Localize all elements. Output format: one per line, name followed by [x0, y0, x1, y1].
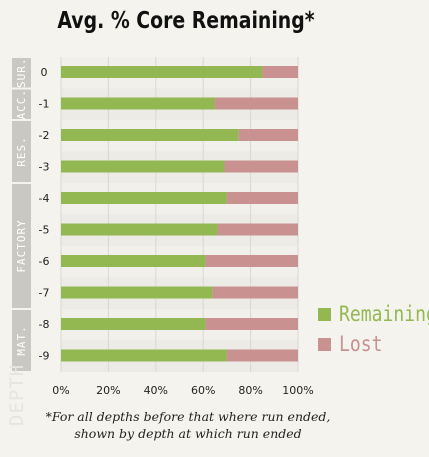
depth-section-label: SUR. [15, 58, 28, 89]
category-label: -3 [39, 161, 50, 174]
legend-item-lost: Lost [318, 332, 390, 356]
x-tick-label: 0% [52, 384, 69, 397]
footnote-line-2: shown by depth at which run ended [74, 426, 302, 441]
depth-section-box [12, 89, 31, 119]
category-label: -8 [39, 318, 50, 331]
x-tick-label: 60% [191, 384, 215, 397]
depth-section-box [12, 184, 31, 308]
bar-lost-depth--9 [226, 349, 298, 362]
bar-lost-depth--6 [205, 255, 298, 267]
x-axis-tick-labels: 0% 20% 40% 60% 80% 100% [52, 384, 313, 397]
y-axis-label: DEPTH [6, 364, 28, 426]
chart-title: Avg. % Core Remaining* [57, 8, 315, 34]
bar-lost-depth--5 [217, 223, 298, 236]
bar-lost-depth--1 [215, 97, 298, 110]
bar-lost-depth--7 [212, 286, 298, 299]
bar-lost-depth-0 [262, 66, 298, 78]
depth-section-labels: SUR.ACC. RES. FACTORY MAT. [12, 58, 31, 371]
category-label: -2 [39, 129, 50, 142]
category-label: -5 [39, 224, 50, 237]
x-tick-label: 80% [238, 384, 262, 397]
depth-section-box [12, 310, 31, 371]
category-tick-labels: 0 -1 -2 -3 -4 -5 -6 -7 -8 -9 [39, 66, 50, 363]
bar-remaining-depth--9 [61, 349, 227, 362]
bar-remaining-depth--1 [61, 97, 216, 110]
x-tick-label: 40% [144, 384, 168, 397]
legend-label-remaining: Remaining [339, 302, 429, 326]
bar-lost-depth--2 [238, 129, 298, 141]
legend-swatch-remaining [318, 307, 331, 321]
bar-remaining-depth--3 [61, 160, 225, 173]
chart-bars [61, 66, 298, 362]
bar-lost-depth--4 [226, 192, 298, 204]
legend-swatch-lost [318, 337, 331, 351]
bar-remaining-depth--2 [61, 129, 239, 141]
category-label: 0 [41, 66, 48, 79]
x-tick-label: 100% [282, 384, 313, 397]
bar-lost-depth--8 [205, 318, 298, 330]
category-label: -1 [39, 98, 50, 111]
category-label: -9 [39, 350, 50, 363]
depth-section-label: ACC. [15, 89, 28, 120]
depth-section-label: FACTORY [15, 219, 28, 272]
category-label: -6 [39, 255, 50, 268]
category-label: -7 [39, 287, 50, 300]
footnote: *For all depths before that where run en… [36, 408, 340, 442]
depth-section-label: MAT. [15, 325, 28, 356]
depth-section-box [12, 58, 31, 88]
depth-section-box [12, 121, 31, 182]
depth-section-label: RES. [15, 136, 28, 167]
bar-lost-depth--3 [224, 160, 298, 173]
category-label: -4 [39, 192, 50, 205]
x-tick-label: 20% [96, 384, 120, 397]
bar-remaining-depth--4 [61, 192, 227, 204]
bar-remaining-depth--6 [61, 255, 206, 267]
bar-remaining-depth--7 [61, 286, 213, 299]
legend-item-remaining: Remaining [318, 302, 429, 326]
footnote-line-1: *For all depths before that where run en… [45, 409, 331, 424]
bar-remaining-depth--5 [61, 223, 218, 236]
bar-remaining-depth--8 [61, 318, 206, 330]
legend-label-lost: Lost [339, 332, 383, 356]
bar-remaining-depth-0 [61, 66, 263, 78]
